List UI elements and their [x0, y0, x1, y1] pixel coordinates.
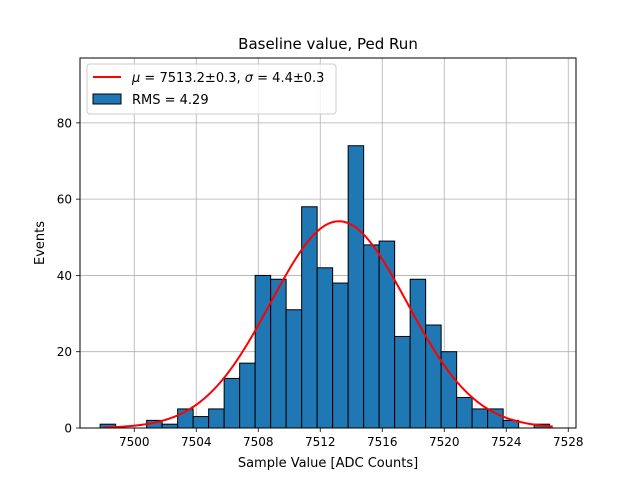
histogram-bar	[347, 145, 365, 429]
chart-title: Baseline value, Ped Run	[238, 35, 418, 53]
histogram-bar	[378, 240, 396, 429]
histogram-bar	[409, 278, 427, 429]
legend-histogram-swatch	[92, 93, 122, 105]
x-axis-label: Sample Value [ADC Counts]	[238, 456, 418, 471]
histogram-bar	[270, 278, 287, 429]
x-tick-label: 7504	[181, 435, 212, 449]
histogram-bar	[285, 309, 303, 429]
x-tick-label: 7516	[367, 435, 398, 449]
legend-fit-sigma: σ	[245, 71, 254, 86]
histogram-bar	[471, 408, 489, 429]
histogram-bar	[456, 396, 473, 429]
legend-fit-label: μ = 7513.2±0.3, σ = 4.4±0.3	[131, 71, 324, 86]
histogram-bar	[239, 362, 256, 429]
x-tick-label: 7512	[305, 435, 336, 449]
histogram-bar	[487, 408, 504, 429]
y-tick-label: 40	[57, 269, 72, 283]
legend-fit-mu: μ	[131, 71, 140, 86]
y-axis-label: Events	[33, 221, 48, 265]
plot-area-frame	[79, 57, 577, 429]
x-tick-label: 7528	[553, 435, 584, 449]
histogram-bar	[394, 335, 411, 429]
legend-histogram-label: RMS = 4.29	[132, 93, 209, 108]
y-tick-label: 0	[64, 422, 72, 436]
histogram-bar	[363, 244, 380, 429]
legend-fit-mu-value: = 7513.2±0.3,	[140, 71, 244, 86]
histogram-bar	[161, 423, 179, 429]
x-tick-label: 7524	[491, 435, 522, 449]
x-axis-ticks: 7500 7504 7508 7512 7516 7520 7524 7528	[119, 428, 584, 449]
histogram-bar	[254, 274, 272, 429]
gaussian-fit-curve	[103, 220, 553, 429]
legend-fit-sigma-value: = 4.4±0.3	[253, 71, 324, 86]
x-tick-label: 7508	[243, 435, 274, 449]
y-tick-label: 20	[57, 345, 72, 359]
histogram-bar	[332, 282, 349, 429]
x-tick-label: 7520	[429, 435, 460, 449]
histogram-bar	[316, 267, 334, 429]
legend: μ = 7513.2±0.3, σ = 4.4±0.3 RMS = 4.29	[86, 63, 337, 115]
histogram-bar	[208, 408, 225, 429]
histogram-bar	[223, 377, 241, 429]
y-tick-label: 60	[57, 193, 72, 207]
x-tick-label: 7500	[119, 435, 150, 449]
legend-box	[86, 63, 337, 115]
y-axis-ticks: 0 20 40 60 80	[57, 116, 80, 436]
y-tick-label: 80	[57, 116, 72, 130]
histogram-bars	[99, 145, 551, 429]
histogram-bar	[192, 416, 210, 429]
